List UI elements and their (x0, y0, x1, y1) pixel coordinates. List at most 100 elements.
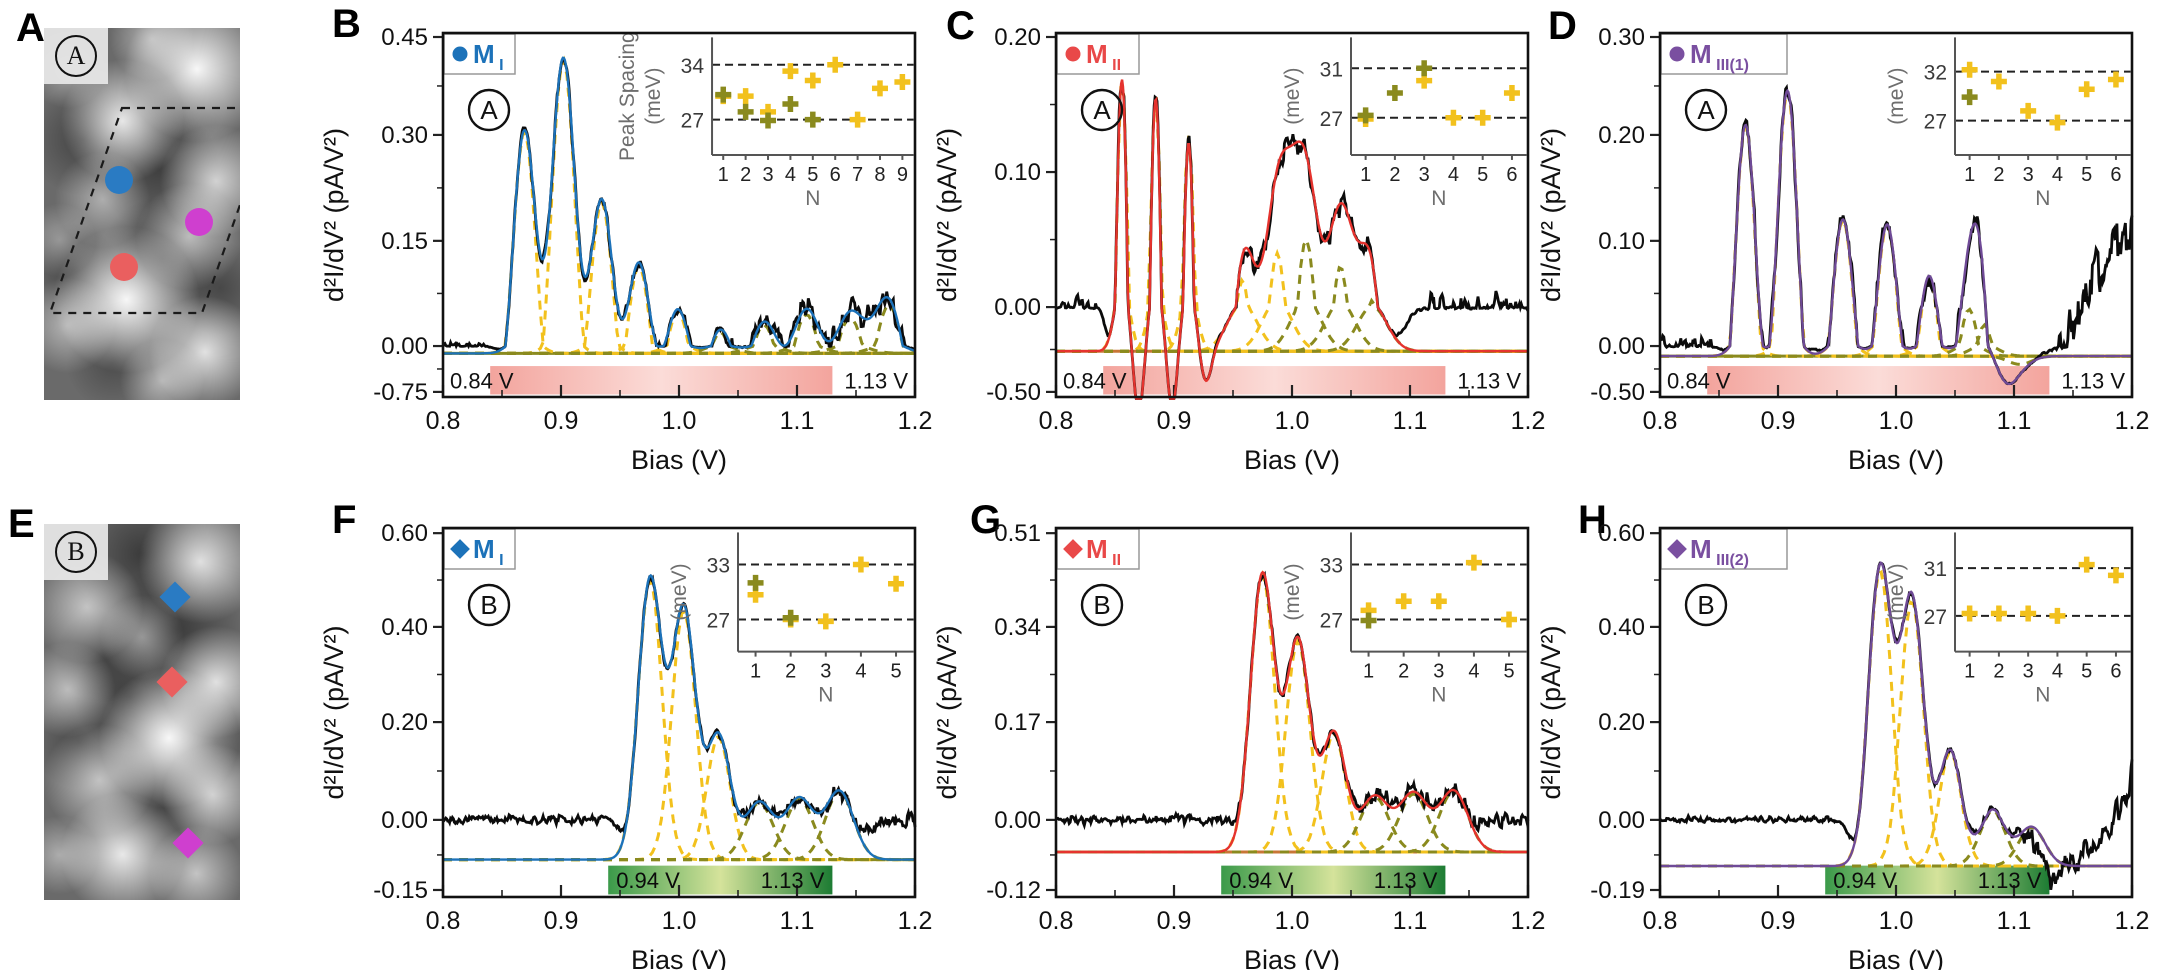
chart-svg-G: 0.8 0.9 1.0 1.1 1.2 0.51 0.34 0.17 0.00 -0.12 Bias… (932, 520, 1545, 970)
svg-text:-0.50: -0.50 (986, 379, 1041, 406)
svg-text:4: 4 (785, 164, 796, 186)
axes: 0.8 0.9 1.0 1.1 1.2 0.51 0.34 0.17 0.00 -0.12 Bias… (932, 520, 1545, 970)
site-marker-circle-2 (109, 252, 138, 281)
svg-text:B: B (480, 590, 497, 620)
band-end-label: 1.13 V (2061, 368, 2125, 393)
svg-text:1: 1 (1964, 661, 1975, 683)
chart-panel-F: 0.8 0.9 1.0 1.1 1.2 0.60 0.40 0.20 0.00 -0.15 Bias… (303, 516, 935, 970)
svg-text:0.60: 0.60 (1598, 520, 1645, 547)
x-axis-title: Bias (V) (1244, 445, 1340, 475)
svg-text:-0.12: -0.12 (986, 877, 1041, 904)
band-end-label: 1.13 V (761, 868, 825, 893)
panel-label-a: A (16, 6, 45, 50)
inset-x-label: N (1431, 684, 1446, 707)
inset-y-label: (meV) (1281, 68, 1304, 125)
chart-svg-D: 0.8 0.9 1.0 1.1 1.2 0.30 0.20 0.10 0.00 -0.50 Bias… (1536, 24, 2149, 475)
stm-dark-blob (51, 604, 154, 707)
stm-bright-blob (130, 524, 240, 632)
legend: M III(1) (1660, 33, 1788, 75)
svg-text:0.9: 0.9 (1157, 407, 1192, 435)
component-gaussian-olive (443, 330, 915, 355)
svg-text:0.8: 0.8 (426, 407, 461, 435)
svg-text:5: 5 (2081, 164, 2092, 186)
svg-text:1.2: 1.2 (898, 407, 933, 435)
svg-text:-0.15: -0.15 (373, 877, 428, 904)
stm-dark-blob (69, 635, 192, 759)
stm-bright-blob (44, 810, 105, 900)
svg-text:3: 3 (1433, 661, 1444, 683)
inset-y-label: (meV) (1885, 68, 1908, 125)
plot-border (1054, 526, 1530, 899)
svg-text:5: 5 (1477, 164, 1488, 186)
inset-y-label-2: Peak Spacing (616, 31, 639, 161)
svg-text:4: 4 (1468, 661, 1479, 683)
svg-text:33: 33 (707, 555, 730, 578)
svg-text:0.9: 0.9 (1761, 907, 1796, 935)
component-gaussian-olive (1660, 808, 2132, 868)
svg-text:0.45: 0.45 (381, 24, 428, 51)
svg-text:-0.75: -0.75 (373, 379, 428, 406)
stm-image-site-B: B (44, 524, 240, 900)
svg-text:0.20: 0.20 (381, 709, 428, 736)
svg-text:4: 4 (855, 661, 866, 683)
svg-text:0.10: 0.10 (994, 159, 1041, 186)
panel-label-g: G (970, 498, 1002, 542)
svg-text:0.30: 0.30 (381, 122, 428, 149)
svg-text:0.9: 0.9 (1761, 407, 1796, 435)
legend: M II (1056, 528, 1140, 570)
plot-border (1658, 526, 2134, 899)
svg-text:1.1: 1.1 (1997, 407, 2032, 435)
svg-text:1.0: 1.0 (1879, 407, 1914, 435)
x-axis-title: Bias (V) (1848, 445, 1944, 475)
svg-text:0.10: 0.10 (1598, 228, 1645, 255)
site-marker-circle-0 (105, 166, 134, 195)
inset-x-label: N (818, 684, 833, 707)
inset-x-label: N (805, 187, 820, 210)
chart-panel-C: 0.8 0.9 1.0 1.1 1.2 0.20 0.10 0.00 -0.50 Bias (V)… (916, 21, 1548, 477)
svg-text:1: 1 (750, 661, 761, 683)
svg-text:1.1: 1.1 (780, 907, 815, 935)
site-badge: B (1080, 583, 1124, 627)
band-start-label: 0.94 V (1229, 868, 1293, 893)
svg-text:0.17: 0.17 (994, 709, 1041, 736)
axes: 0.8 0.9 1.0 1.1 1.2 0.30 0.20 0.10 0.00 -0.50 Bias… (1536, 24, 2149, 475)
plot-border (1658, 31, 2134, 399)
svg-text:-0.50: -0.50 (1590, 379, 1645, 406)
svg-text:0.51: 0.51 (994, 520, 1041, 547)
svg-text:0.8: 0.8 (1643, 407, 1678, 435)
x-axis-title: Bias (V) (1848, 945, 1944, 970)
axes: 0.8 0.9 1.0 1.1 1.2 0.45 0.30 0.15 0.00 -0.75 Bias… (319, 24, 932, 475)
svg-text:27: 27 (1924, 111, 1947, 134)
inset-y-label: (meV) (1281, 563, 1304, 620)
svg-text:3: 3 (2023, 164, 2034, 186)
band-start-label: 0.94 V (616, 868, 680, 893)
inset-y-label: (meV) (642, 68, 665, 125)
stm-image-site-A: A (44, 28, 240, 400)
svg-text:A: A (1093, 95, 1111, 125)
y-axis-title: d²I/dV² (pA/V²) (319, 625, 349, 799)
inset-x-label: N (2035, 187, 2050, 210)
svg-text:1.2: 1.2 (1511, 907, 1546, 935)
svg-text:27: 27 (1320, 108, 1343, 131)
component-gaussian-olive (1056, 795, 1528, 854)
chart-panel-D: 0.8 0.9 1.0 1.1 1.2 0.30 0.20 0.10 0.00 -0.50 Bias… (1520, 21, 2152, 477)
svg-text:27: 27 (707, 610, 730, 633)
plot-border (441, 31, 917, 399)
svg-text:-0.19: -0.19 (1590, 877, 1645, 904)
band-start-label: 0.94 V (1833, 868, 1897, 893)
svg-text:34: 34 (681, 55, 705, 78)
svg-text:3: 3 (820, 661, 831, 683)
svg-text:0.9: 0.9 (544, 907, 579, 935)
total-fit-curve (1660, 561, 2132, 868)
site-marker-diamond-0 (159, 581, 191, 613)
stm-dark-blob (172, 697, 240, 787)
bias-window-band (608, 865, 833, 895)
peak-spacing-inset: 31 27 1 2 3 4 5 6 N (meV) (1281, 37, 1527, 213)
peak-spacing-inset: 32 27 1 2 3 4 5 6 N (meV) (1885, 37, 2131, 213)
component-gaussian-olive (443, 797, 915, 862)
svg-text:27: 27 (1924, 606, 1947, 629)
svg-text:27: 27 (1320, 610, 1343, 633)
svg-text:0.8: 0.8 (426, 907, 461, 935)
component-gaussian-olive (443, 316, 915, 355)
inset-y-label: (meV) (1885, 563, 1908, 620)
